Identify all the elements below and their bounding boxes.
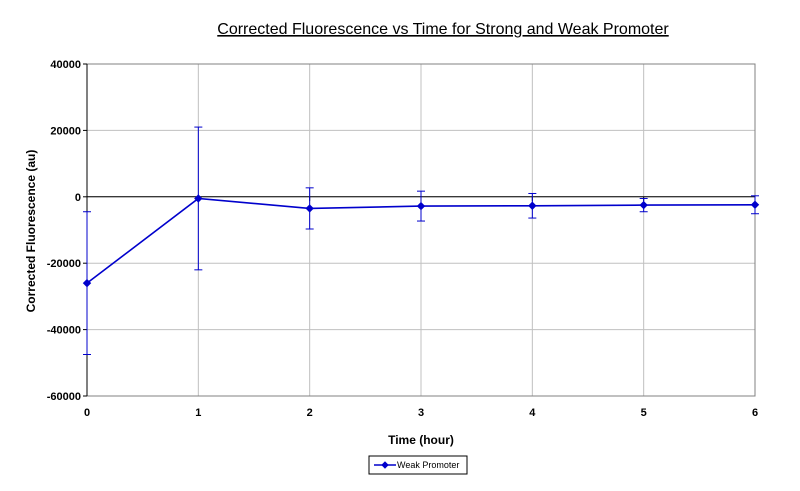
y-tick-label: -20000: [47, 258, 81, 270]
y-tick-label: 20000: [50, 125, 81, 137]
data-point: [528, 201, 537, 210]
x-tick-label: 5: [641, 407, 647, 419]
x-tick-label: 1: [195, 407, 201, 419]
y-tick-label: -60000: [47, 391, 81, 403]
chart-title: Corrected Fluorescence vs Time for Stron…: [217, 21, 669, 38]
data-point: [305, 204, 314, 213]
x-axis-label: Time (hour): [388, 433, 454, 447]
legend-marker: [381, 461, 389, 469]
data-point: [416, 201, 426, 211]
legend-label: Weak Promoter: [397, 460, 459, 470]
x-tick-label: 3: [418, 407, 424, 419]
x-tick-label: 6: [752, 407, 758, 419]
y-tick-label: 0: [75, 192, 81, 204]
series-layer: [82, 126, 760, 355]
data-point: [639, 200, 648, 210]
x-tick-label: 4: [529, 407, 536, 419]
data-point: [194, 194, 203, 203]
legend: Weak Promoter: [368, 455, 468, 475]
x-tick-label: 0: [84, 407, 90, 419]
legend-box: [368, 455, 468, 475]
y-tick-label: 40000: [50, 59, 81, 71]
data-point: [82, 278, 92, 288]
y-axis-ticks: -60000 -40000 -20000 0 20000 40000: [47, 59, 87, 403]
y-tick-label: -40000: [47, 325, 81, 337]
data-point: [750, 200, 760, 209]
y-axis-label: Corrected Fluorescence (au): [24, 150, 38, 313]
x-tick-label: 2: [307, 407, 313, 419]
